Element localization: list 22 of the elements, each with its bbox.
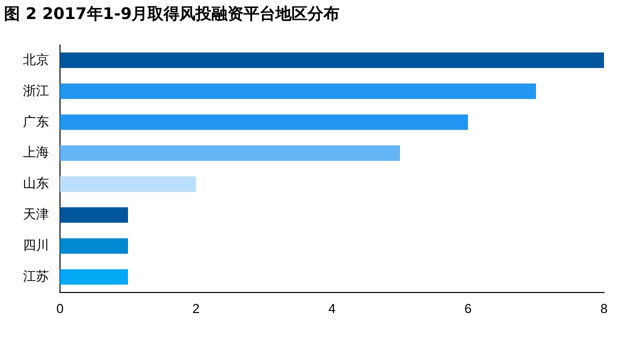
- bar: [60, 207, 128, 223]
- y-tick-label: 江苏: [23, 268, 49, 284]
- y-tick-label: 山东: [23, 176, 49, 191]
- bar: [60, 269, 128, 285]
- y-tick-label: 广东: [23, 114, 49, 129]
- bar: [60, 238, 128, 254]
- y-tick-label: 北京: [23, 52, 49, 67]
- bar: [60, 114, 468, 130]
- y-tick-label: 浙江: [23, 82, 49, 98]
- bar: [60, 52, 604, 68]
- y-tick-label: 上海: [23, 144, 49, 160]
- x-tick-label: 6: [464, 300, 472, 316]
- x-tick-label: 0: [56, 300, 64, 316]
- x-tick-label: 2: [192, 300, 200, 316]
- bar: [60, 83, 536, 99]
- x-tick-label: 4: [328, 300, 336, 316]
- chart-title: 图 2 2017年1-9月取得风投融资平台地区分布: [4, 4, 340, 25]
- bar: [60, 145, 400, 161]
- y-tick-label: 四川: [23, 238, 49, 253]
- bar: [60, 176, 196, 192]
- x-tick-label: 8: [600, 300, 608, 316]
- y-tick-label: 天津: [23, 206, 49, 222]
